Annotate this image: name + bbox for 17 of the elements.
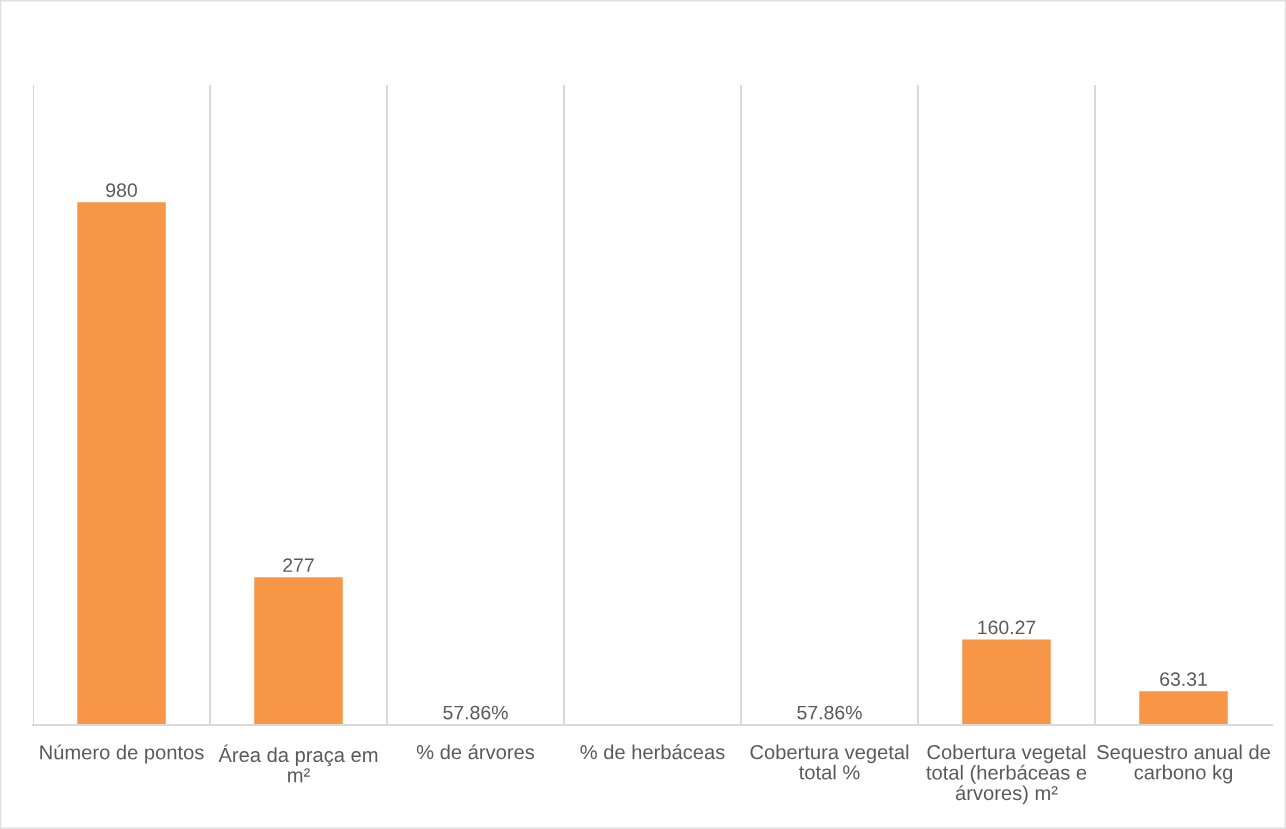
x-tick-label: Cobertura vegetal total (herbáceas e árvores) m² (926, 744, 1087, 805)
bar (77, 202, 166, 725)
data-label: 63.31 (1160, 672, 1207, 686)
x-tick-label: Número de pontos (40, 744, 204, 764)
bar (254, 577, 343, 725)
data-label: 57.86% (797, 705, 862, 720)
data-label: 160.27 (978, 620, 1036, 635)
bar (1139, 691, 1228, 725)
data-label: 277 (283, 558, 314, 572)
data-label: 980 (106, 183, 137, 198)
x-tick-label: % de árvores (416, 744, 535, 760)
x-tick-label: Sequestro anual de carbono kg (1097, 744, 1270, 784)
x-tick-label: % de herbáceas (580, 744, 725, 760)
data-label: 57.86% (443, 705, 508, 720)
x-tick-label: Cobertura vegetal total % (750, 744, 909, 780)
bar (962, 639, 1051, 725)
x-tick-label: Área da praça em m² (218, 744, 378, 783)
